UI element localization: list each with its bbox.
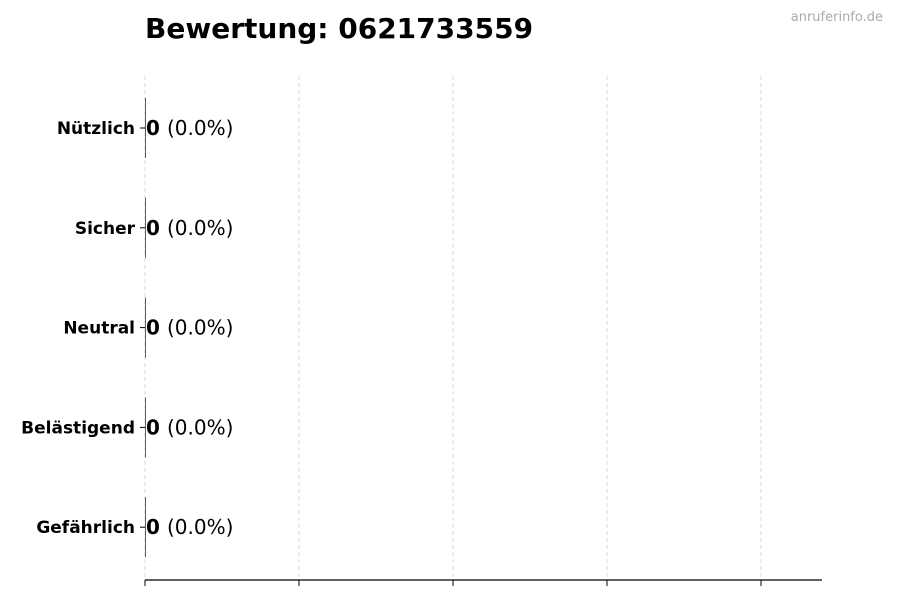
percent-label: (0.0%)	[167, 316, 233, 340]
bar	[145, 197, 146, 258]
value-label: 0	[146, 316, 160, 340]
percent-label: (0.0%)	[167, 415, 233, 439]
value-label: 0	[146, 415, 160, 439]
percent-label: (0.0%)	[167, 515, 233, 539]
percent-label: (0.0%)	[167, 116, 233, 140]
bar	[145, 497, 146, 558]
value-label: 0	[146, 515, 160, 539]
bar	[145, 98, 146, 158]
category-label: Neutral	[63, 319, 135, 339]
category-label: Belästigend	[21, 418, 135, 438]
category-label: Sicher	[75, 219, 136, 239]
bar	[145, 297, 146, 358]
value-label: 0	[146, 116, 160, 140]
value-label: 0	[146, 216, 160, 240]
category-label: Gefährlich	[36, 518, 135, 538]
chart-title: Bewertung: 0621733559	[145, 12, 534, 45]
percent-label: (0.0%)	[167, 216, 233, 240]
bar	[145, 397, 146, 458]
watermark: anruferinfo.de	[790, 10, 883, 25]
category-label: Nützlich	[57, 119, 135, 139]
